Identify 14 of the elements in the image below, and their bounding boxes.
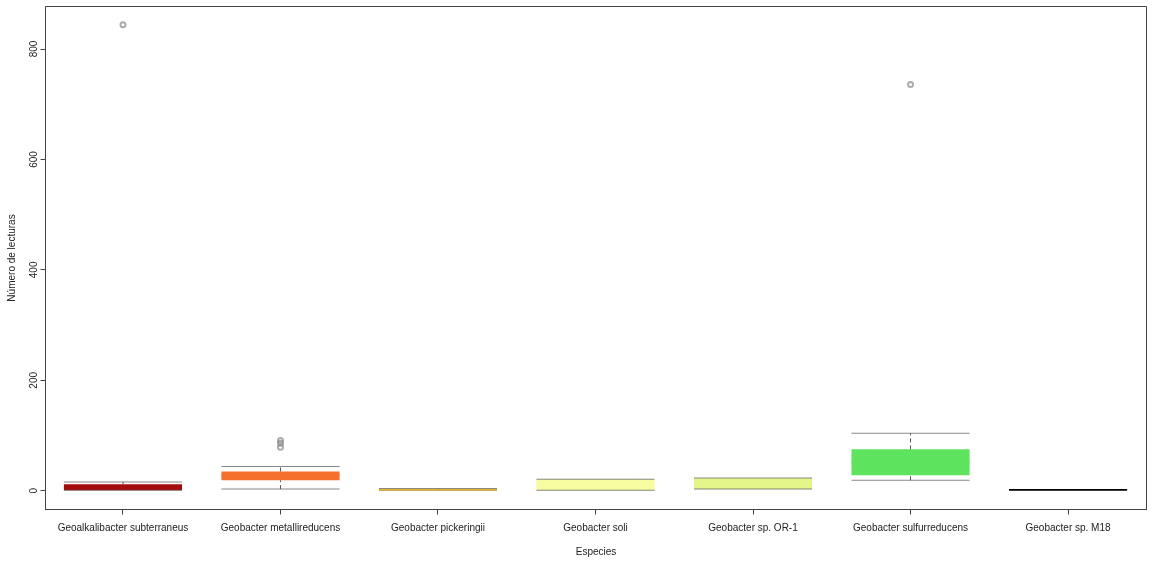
x-tick-label: Geobacter sp. M18 [1025,521,1111,533]
x-tick-label: Geobacter pickeringii [391,521,485,533]
x-tick-label: Geobacter metallireducens [220,521,341,533]
y-tick-label: 800 [27,40,39,58]
x-tick-label: Geobacter sulfurreducens [852,521,969,533]
x-axis-title: Especies [575,545,617,557]
y-axis-title: Número de lecturas [5,214,17,302]
y-tick-label: 400 [27,261,39,279]
y-tick-label: 600 [27,150,39,168]
y-tick-label: 0 [27,487,39,494]
y-tick-label: 200 [27,371,39,389]
x-tick-label: Geobacter sp. OR-1 [708,521,799,533]
x-tick-label: Geobacter soli [563,521,628,533]
x-tick-label: Geoalkalibacter subterraneus [57,521,189,533]
